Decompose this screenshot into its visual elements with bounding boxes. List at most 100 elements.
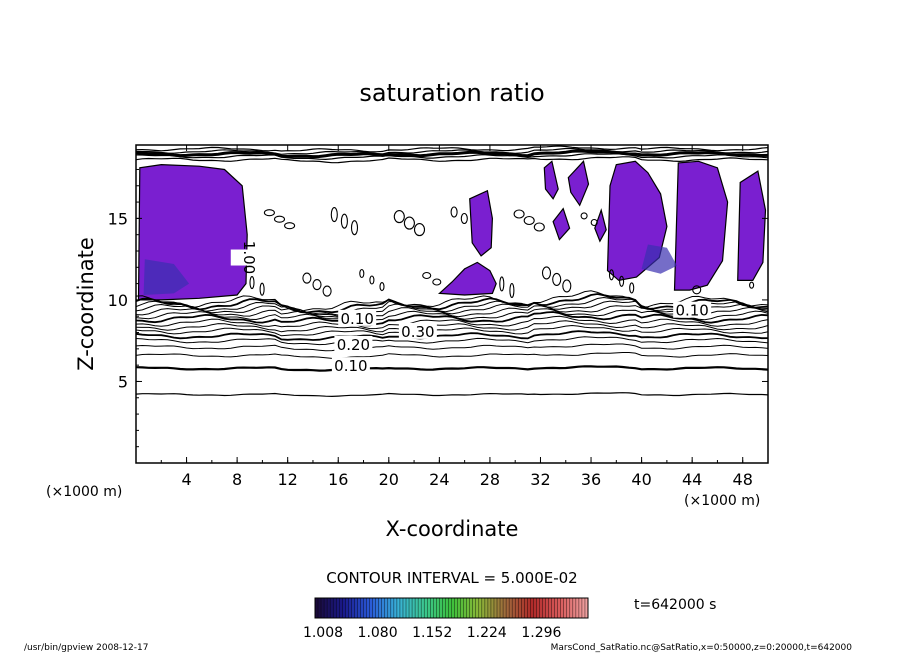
colorbar-cell xyxy=(421,598,425,618)
cloud-contour xyxy=(629,282,635,294)
colorbar-cell xyxy=(318,598,322,618)
cloud-contour xyxy=(302,272,312,284)
time-label: t=642000 s xyxy=(634,597,716,613)
contour-line xyxy=(135,290,769,312)
cloud-contour xyxy=(749,281,755,289)
cloud-contour xyxy=(350,220,359,236)
colorbar-cell xyxy=(366,598,370,618)
colorbar xyxy=(314,598,589,618)
colorbar-cell xyxy=(527,598,531,618)
x-tick-label: 4 xyxy=(181,470,191,489)
colorbar-cell xyxy=(375,598,379,618)
contour-line xyxy=(135,300,769,318)
colorbar-cell xyxy=(351,598,355,618)
colorbar-cell xyxy=(460,598,464,618)
contour-line xyxy=(135,352,769,359)
colorbar-cell xyxy=(572,598,577,618)
contour-label: 0.10 xyxy=(340,310,373,328)
colorbar-cell xyxy=(345,598,349,618)
colorbar-cell xyxy=(551,598,555,618)
cloud-contour xyxy=(259,282,265,296)
supersaturated-region xyxy=(673,160,729,291)
contour-labels: 0.10 0.20 0.30 0.10 1.00 0.10 xyxy=(230,241,712,375)
x-tick-label: 20 xyxy=(379,470,399,489)
colorbar-cell xyxy=(497,598,501,618)
x-tick-label: 44 xyxy=(682,470,702,489)
colorbar-cell xyxy=(315,598,319,618)
colorbar-cell xyxy=(378,598,383,618)
cloud-contour xyxy=(590,218,598,227)
cloud-contour xyxy=(322,285,332,297)
colorbar-cell xyxy=(330,598,334,618)
colorbar-cell xyxy=(381,598,386,618)
x-axis-title: X-coordinate xyxy=(386,517,519,541)
contour-line xyxy=(135,392,769,398)
colorbar-cell xyxy=(357,598,361,618)
y-axis-ticks: 5 10 15 xyxy=(108,152,768,448)
cloud-contour xyxy=(541,266,552,280)
cloud-contour xyxy=(513,209,525,219)
x-unit-label: (×1000 m) xyxy=(684,493,760,509)
colorbar-cell xyxy=(509,598,513,618)
colorbar-cell xyxy=(339,598,343,618)
colorbar-cell xyxy=(472,598,477,618)
contour-label: 0.20 xyxy=(337,336,370,354)
colorbar-cell xyxy=(533,598,537,618)
supersaturated-region xyxy=(594,208,607,243)
x-tick-label: 24 xyxy=(429,470,449,489)
contour-line xyxy=(135,365,769,372)
x-tick-label: 48 xyxy=(733,470,753,489)
contour-label: 0.10 xyxy=(334,357,367,375)
colorbar-ticks: 1.008 1.080 1.152 1.224 1.296 xyxy=(303,625,562,641)
y-unit-label: (×1000 m) xyxy=(46,484,122,500)
x-tick-label: 32 xyxy=(530,470,550,489)
contour-line xyxy=(135,305,769,321)
colorbar-cell xyxy=(493,598,498,618)
colorbar-cell xyxy=(393,598,398,618)
supersaturated-region xyxy=(567,160,590,207)
colorbar-cell xyxy=(490,598,495,618)
contour-label-bg xyxy=(230,249,269,266)
colorbar-cell xyxy=(536,598,540,618)
colorbar-cell xyxy=(484,598,489,618)
y-tick-label: 10 xyxy=(108,291,128,310)
colorbar-cell xyxy=(563,598,568,618)
cloud-contour xyxy=(330,207,338,223)
colorbar-cell xyxy=(387,598,392,618)
footer-program-date: /usr/bin/gpview 2008-12-17 xyxy=(24,643,148,653)
x-tick-label: 8 xyxy=(232,470,242,489)
colorbar-cell xyxy=(424,598,428,618)
colorbar-cell xyxy=(454,598,458,618)
colorbar-cell xyxy=(442,598,446,618)
high-saturation-patch xyxy=(641,244,677,274)
colorbar-tick-label: 1.224 xyxy=(467,625,507,641)
contour-line xyxy=(135,293,769,314)
cloud-contour xyxy=(562,279,572,293)
cloud-contour xyxy=(509,282,515,299)
x-tick-label: 40 xyxy=(631,470,651,489)
colorbar-cell xyxy=(487,598,492,618)
contour-line xyxy=(135,343,769,352)
contour-lines xyxy=(135,145,769,398)
cloud-contour xyxy=(340,213,348,229)
cloud-contour xyxy=(432,278,442,286)
colorbar-cell xyxy=(369,598,373,618)
contour-line xyxy=(135,315,769,330)
supersaturated-region xyxy=(543,160,559,200)
colorbar-cell xyxy=(445,598,449,618)
high-saturation-patch xyxy=(143,259,190,295)
colorbar-cell xyxy=(363,598,367,618)
cloud-contour xyxy=(359,268,365,279)
colorbar-cell xyxy=(336,598,340,618)
cloud-contour xyxy=(692,285,702,295)
colorbar-cell xyxy=(503,598,507,618)
y-tick-label: 5 xyxy=(118,372,128,391)
colorbar-cell xyxy=(372,598,376,618)
contour-label-bg xyxy=(338,309,377,326)
colorbar-cell xyxy=(415,598,419,618)
colorbar-cell xyxy=(430,598,434,618)
colorbar-cell xyxy=(436,598,440,618)
colorbar-cell xyxy=(396,598,401,618)
plot-frame xyxy=(135,144,769,464)
x-tick-label: 28 xyxy=(480,470,500,489)
